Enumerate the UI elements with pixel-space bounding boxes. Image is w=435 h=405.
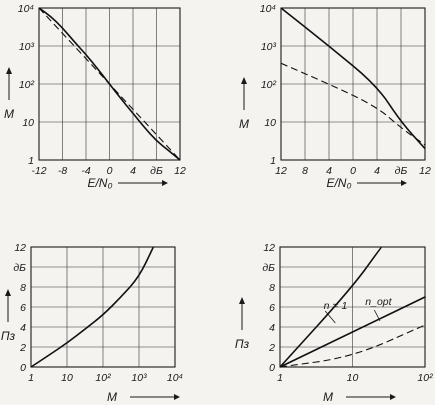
y-axis-arrowhead (241, 77, 247, 84)
y-tick-label: дБ (262, 262, 275, 274)
x-axis-arrowhead (162, 180, 168, 186)
series-label-nopt: n_opt (365, 296, 392, 308)
series-line-solid (279, 246, 383, 368)
y-tick-label: 4 (20, 322, 26, 334)
x-tick-label: 1 (277, 372, 283, 384)
y-axis-label: Пз (235, 337, 250, 351)
series-label-n1: n = 1 (324, 300, 348, 312)
x-tick-label: -4 (81, 165, 90, 177)
x-tick-label: 12 (419, 165, 431, 177)
y-tick-label: 1 (270, 155, 276, 167)
y-axis-arrowhead (5, 289, 11, 296)
y-tick-label: 10 (264, 117, 276, 129)
x-axis-arrowhead (390, 394, 396, 400)
x-axis-label: M (107, 390, 117, 404)
annotation-leader (373, 309, 381, 322)
y-tick-label: 12 (14, 242, 26, 254)
y-axis-label: M (239, 117, 249, 131)
chart-d: n = 1 n_opt (239, 246, 426, 400)
y-tick-label: 6 (20, 302, 26, 314)
x-tick-label: 12 (174, 165, 186, 177)
x-tick-label: 1 (28, 372, 34, 384)
y-tick-label: 4 (269, 322, 275, 334)
series-line-dashed (280, 62, 426, 146)
y-axis-label: Пз (1, 329, 16, 343)
x-tick-label: 4 (374, 165, 380, 177)
y-tick-label: дБ (13, 262, 26, 274)
y-axis-label: M (4, 107, 14, 121)
x-tick-label: 4 (326, 165, 332, 177)
x-tick-label: 0 (107, 165, 113, 177)
y-tick-label: 10⁴ (18, 3, 34, 15)
x-tick-label: 10 (347, 372, 359, 384)
y-tick-label: 10³ (19, 41, 35, 53)
y-axis-arrowhead (6, 67, 12, 74)
y-tick-label: 1 (28, 155, 34, 167)
x-tick-label: 8 (302, 165, 308, 177)
chart-b (241, 7, 426, 186)
x-tick-label: дБ (395, 165, 408, 177)
y-tick-label: 6 (269, 302, 275, 314)
x-tick-label: 12 (275, 165, 287, 177)
y-tick-label: 10⁴ (260, 3, 276, 15)
x-axis-label: M (323, 390, 333, 404)
y-tick-label: 10² (19, 79, 35, 91)
y-tick-label: 12 (263, 242, 275, 254)
series-line-solid (280, 7, 426, 150)
x-tick-label: -8 (58, 165, 67, 177)
x-axis-label: E/N₀ (326, 176, 351, 190)
x-tick-label: дБ (150, 165, 163, 177)
y-tick-label: 0 (20, 362, 26, 374)
chart-a (6, 7, 181, 186)
y-axis-arrowhead (239, 297, 245, 304)
x-tick-label: 10⁴ (167, 372, 183, 384)
chart-c (5, 246, 180, 400)
x-tick-label: 10² (417, 372, 433, 384)
x-axis-arrowhead (174, 394, 180, 400)
annotation-leader (324, 310, 336, 324)
y-tick-label: 10² (261, 79, 277, 91)
series-line-solid (30, 246, 155, 368)
series-line-solid (279, 296, 426, 368)
x-tick-label: -12 (31, 165, 46, 177)
y-tick-label: 0 (269, 362, 275, 374)
x-tick-label: 4 (130, 165, 136, 177)
y-tick-label: 2 (19, 342, 26, 354)
x-tick-label: 0 (350, 165, 356, 177)
x-tick-label: 10³ (131, 372, 147, 384)
series-line-dashed (38, 7, 181, 161)
x-axis-arrowhead (401, 180, 407, 186)
y-tick-label: 10 (22, 117, 34, 129)
x-tick-label: 10 (61, 372, 73, 384)
y-tick-label: 8 (20, 282, 26, 294)
y-tick-label: 8 (269, 282, 275, 294)
x-axis-label: E/N₀ (87, 176, 112, 190)
y-tick-label: 2 (268, 342, 275, 354)
x-tick-label: 10² (95, 372, 111, 384)
y-tick-label: 10³ (261, 41, 277, 53)
